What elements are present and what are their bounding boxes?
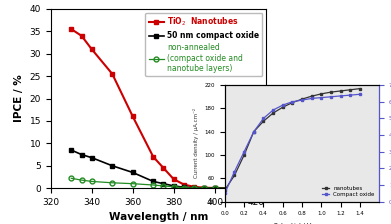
X-axis label: Potential / V$_{Ag/AgCl}$: Potential / V$_{Ag/AgCl}$ <box>273 222 331 224</box>
Y-axis label: Current density / μA.cm⁻²: Current density / μA.cm⁻² <box>193 108 199 179</box>
Legend: TiO$_2$  Nanotubes, 50 nm compact oxide, non-annealed
(compact oxide and
nanotub: TiO$_2$ Nanotubes, 50 nm compact oxide, … <box>145 13 262 76</box>
Y-axis label: IPCE / %: IPCE / % <box>14 75 24 123</box>
X-axis label: Wavelength / nm: Wavelength / nm <box>109 212 208 222</box>
Legend: nanotubes, Compact oxide: nanotubes, Compact oxide <box>321 184 377 199</box>
